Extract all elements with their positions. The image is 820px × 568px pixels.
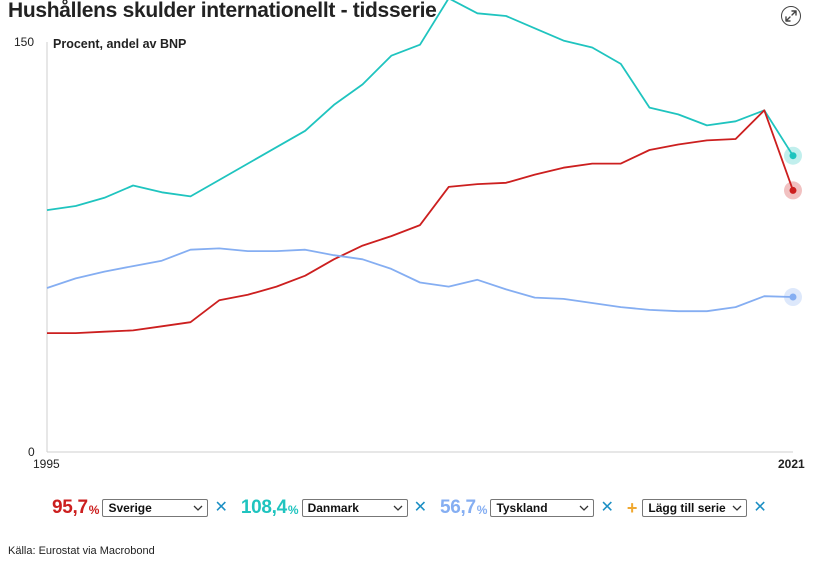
- series-line-danmark: [46, 0, 794, 211]
- y-axis-label: Procent, andel av BNP: [53, 37, 186, 51]
- chart-title: Hushållens skulder internationellt - tid…: [8, 0, 437, 22]
- expand-button[interactable]: [781, 6, 801, 26]
- plus-icon[interactable]: +: [626, 498, 638, 518]
- legend-value-danmark: 108,4: [240, 497, 287, 518]
- series-select-label: Danmark: [307, 501, 359, 515]
- x-tick-start: 1995: [33, 457, 60, 471]
- endpoint-dot-sverige[interactable]: [789, 186, 797, 194]
- expand-icon: [785, 10, 797, 22]
- chevron-down-icon: [732, 505, 742, 511]
- y-tick-min: 0: [28, 445, 35, 459]
- endpoint-dot-tyskland[interactable]: [789, 293, 797, 301]
- x-tick-end: 2021: [778, 457, 805, 471]
- legend-pct-danmark: %: [287, 503, 299, 517]
- y-tick-max: 150: [14, 35, 34, 49]
- chevron-down-icon: [579, 505, 589, 511]
- legend-pct-sverige: %: [88, 503, 100, 517]
- remove-series-danmark-button[interactable]: ✕: [413, 499, 427, 516]
- series-select-sverige[interactable]: Sverige: [102, 499, 209, 517]
- series-line-tyskland: [46, 247, 794, 313]
- legend-item-danmark: 108,4 % Danmark ✕: [241, 497, 427, 519]
- series-select-danmark[interactable]: Danmark: [301, 499, 408, 517]
- add-series-select[interactable]: Lägg till serie: [642, 499, 748, 517]
- series-select-label: Sverige: [108, 501, 152, 515]
- legend-item-tyskland: 56,7 % Tyskland ✕: [440, 497, 614, 519]
- series-legend: 95,7 % Sverige ✕ 108,4 % Danmark ✕ 56,7 …: [52, 497, 780, 519]
- legend-item-sverige: 95,7 % Sverige ✕: [52, 497, 228, 519]
- line-chart: 150 0 Procent, andel av BNP 1995 2021: [14, 0, 805, 471]
- remove-add-series-button[interactable]: ✕: [753, 499, 767, 516]
- remove-series-tyskland-button[interactable]: ✕: [600, 499, 614, 516]
- legend-value-sverige: 95,7: [52, 497, 88, 518]
- source-note: Källa: Eurostat via Macrobond: [8, 545, 155, 557]
- legend-value-tyskland: 56,7: [439, 497, 476, 518]
- legend-pct-tyskland: %: [476, 503, 488, 517]
- chevron-down-icon: [193, 505, 203, 511]
- endpoint-dot-danmark[interactable]: [789, 152, 797, 160]
- series-line-sverige: [47, 109, 794, 335]
- remove-series-sverige-button[interactable]: ✕: [214, 499, 228, 516]
- series-select-label: Tyskland: [496, 501, 548, 515]
- add-series-item: + Lägg till serie ✕: [627, 499, 767, 517]
- series-select-tyskland[interactable]: Tyskland: [490, 499, 595, 517]
- chevron-down-icon: [393, 505, 403, 511]
- add-series-label: Lägg till serie: [648, 501, 726, 515]
